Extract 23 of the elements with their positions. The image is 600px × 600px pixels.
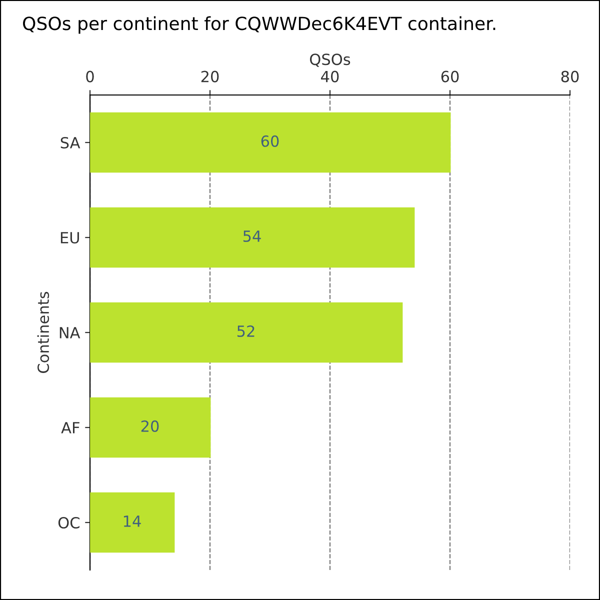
bar: [90, 112, 451, 173]
y-tick-label: OC: [58, 516, 80, 529]
bar: [90, 302, 403, 363]
y-tick-label: AF: [61, 422, 80, 434]
x-tick-label: 0: [86, 70, 94, 82]
x-tick-label: 40: [321, 70, 339, 82]
x-tick-label: 80: [561, 70, 579, 82]
y-tick-label: SA: [60, 136, 80, 149]
x-axis-title: QSOs: [310, 54, 350, 67]
data-label: 54: [243, 230, 261, 242]
y-tick-label: EU: [60, 232, 79, 244]
bar: [90, 397, 211, 458]
bar: [90, 207, 415, 268]
chart-title: QSOs per continent for CQWWDec6K4EVT container.: [23, 16, 496, 34]
x-tick-label: 60: [441, 70, 459, 82]
bar: [90, 492, 175, 553]
y-axis-title: Continents: [37, 292, 50, 373]
data-label: 52: [237, 325, 254, 337]
data-label: 60: [261, 135, 279, 147]
data-label: 20: [141, 420, 159, 432]
data-label: 14: [124, 516, 141, 527]
y-tick-label: NA: [60, 327, 80, 338]
x-tick-label: 20: [201, 70, 219, 82]
